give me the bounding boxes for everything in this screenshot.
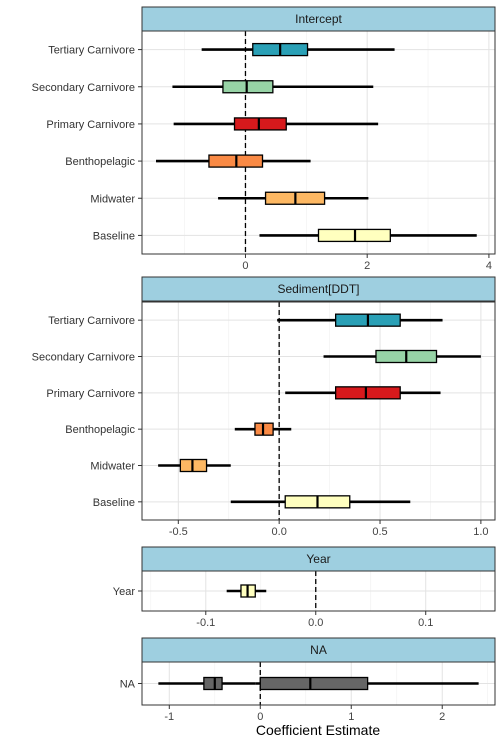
interval-primary-carnivore [173, 117, 379, 131]
interval-secondary-carnivore [172, 80, 374, 94]
plot-background [142, 31, 495, 254]
x-tick-label: -0.5 [169, 526, 188, 538]
interval-baseline [230, 495, 411, 509]
x-tick-label: -1 [164, 711, 174, 723]
y-tick-label: Year [113, 586, 136, 598]
y-tick-label: Baseline [93, 230, 135, 242]
x-tick-label: 0.0 [272, 526, 287, 538]
facet-panels: Intercept Tertiary Carnivore Secondary Car… [32, 6, 496, 723]
interquartile-box [203, 676, 223, 691]
y-tick-label: Benthopelagic [65, 424, 135, 436]
x-tick-label: 0.1 [418, 617, 433, 629]
facet-strip [141, 637, 496, 663]
interval-tertiary-carnivore [201, 42, 395, 57]
facet-strip-title: NA [310, 643, 327, 657]
x-tick-label: 2 [364, 260, 370, 272]
facet-strip [141, 276, 496, 302]
interval-midwater [158, 458, 231, 473]
x-tick-label: 0 [242, 260, 248, 272]
panel-border [141, 661, 496, 706]
facet-strip [141, 546, 496, 572]
plot-background [142, 302, 495, 520]
facet-strip [141, 6, 496, 32]
facet-strip-title: Intercept [295, 12, 342, 26]
panel-sediment-ddt: Sediment[DDT] Tertiary Carnivore Secondary… [32, 276, 496, 538]
interval-benthopelagic [155, 154, 311, 168]
x-tick-label: 4 [486, 260, 492, 272]
panel-border [141, 30, 496, 255]
y-tick-label: Secondary Carnivore [32, 352, 135, 364]
facet-strip-title: Sediment[DDT] [277, 282, 359, 296]
x-tick-label: -0.1 [196, 617, 215, 629]
interval-benthopelagic [234, 422, 292, 436]
interval-na [158, 676, 256, 691]
interquartile-box [259, 676, 369, 691]
y-tick-label: Midwater [90, 193, 135, 205]
interval-tertiary-carnivore [277, 313, 443, 327]
interval-baseline [259, 228, 477, 243]
y-tick-label: Secondary Carnivore [32, 82, 135, 94]
interval-year [226, 584, 267, 598]
interquartile-box [334, 386, 401, 400]
y-tick-label: Tertiary Carnivore [48, 45, 135, 57]
x-tick-label: 0.0 [308, 617, 323, 629]
panel-border [141, 570, 496, 612]
x-tick-label: 0 [257, 711, 263, 723]
x-tick-label: 1 [348, 711, 354, 723]
y-tick-label: Benthopelagic [65, 156, 135, 168]
y-tick-label: Tertiary Carnivore [48, 315, 135, 327]
x-tick-label: 0.5 [372, 526, 387, 538]
y-tick-label: Baseline [93, 497, 135, 509]
y-tick-label: Midwater [90, 461, 135, 473]
interval-midwater [218, 191, 369, 205]
interquartile-box [233, 117, 287, 131]
facet-strip-title: Year [306, 552, 330, 566]
x-tick-label: 1.0 [473, 526, 488, 538]
interval-na-secondary [255, 676, 479, 691]
x-axis-label: Coefficient Estimate [256, 722, 380, 738]
y-tick-label: NA [120, 679, 136, 691]
panel-year: Year Year -0.1 0.0 0.1 [113, 546, 496, 629]
panel-border [141, 301, 496, 521]
y-tick-label: Primary Carnivore [46, 119, 135, 131]
interval-secondary-carnivore [323, 349, 481, 364]
panel-intercept: Intercept Tertiary Carnivore Secondary Car… [32, 6, 496, 272]
x-tick-label: 2 [439, 711, 445, 723]
interval-primary-carnivore [285, 386, 441, 400]
interquartile-box [222, 80, 274, 94]
y-tick-label: Primary Carnivore [46, 388, 135, 400]
panel-na: NA NA -1 0 1 2 [120, 637, 496, 723]
